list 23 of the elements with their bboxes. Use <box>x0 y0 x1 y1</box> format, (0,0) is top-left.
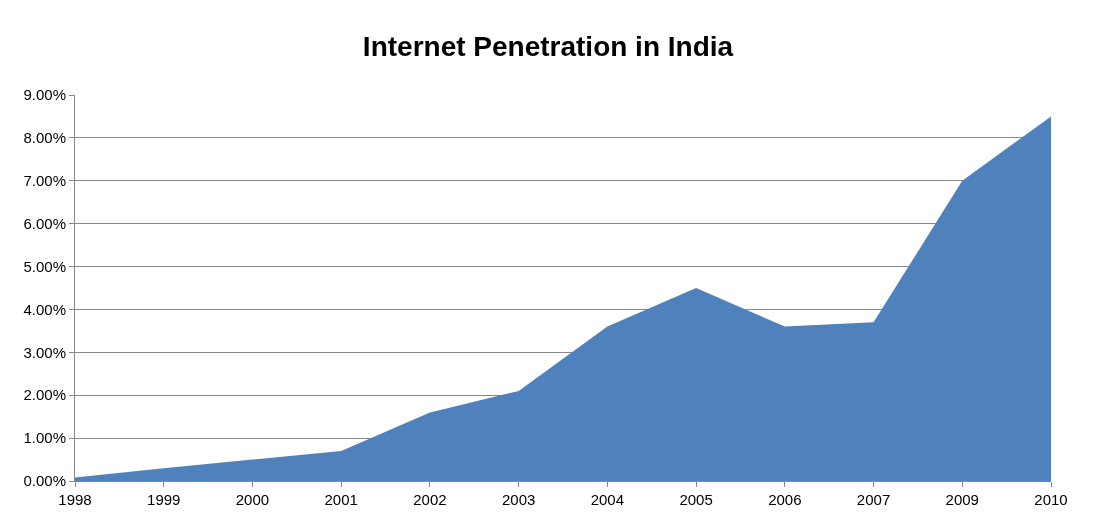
y-tick-label: 5.00% <box>23 257 66 275</box>
y-tick-label: 7.00% <box>23 172 66 190</box>
x-tick-label: 2010 <box>1034 491 1068 508</box>
y-tick-label: 9.00% <box>23 86 66 104</box>
x-tick-label: 2000 <box>235 491 270 508</box>
y-tick-label: 3.00% <box>23 343 66 361</box>
y-tick-label: 0.00% <box>23 472 66 490</box>
y-tick-label: 4.00% <box>23 300 66 318</box>
x-tick-label: 2004 <box>590 491 625 508</box>
x-tick-label: 2003 <box>501 491 536 508</box>
chart-title: Internet Penetration in India <box>362 31 734 63</box>
x-tick-label: 2002 <box>413 491 447 508</box>
y-tick-label: 2.00% <box>23 386 66 404</box>
x-tick-label: 1998 <box>58 491 92 508</box>
x-tick-label: 2005 <box>679 491 713 508</box>
y-tick-label: 8.00% <box>23 129 66 147</box>
y-tick-label: 1.00% <box>23 429 66 447</box>
x-tick-label: 2006 <box>768 491 802 508</box>
x-tick-label: 2009 <box>945 491 979 508</box>
x-tick-label: 2007 <box>856 491 891 508</box>
y-tick-label: 6.00% <box>23 214 66 232</box>
x-tick-label: 2001 <box>324 491 358 508</box>
x-tick-label: 1999 <box>147 491 181 508</box>
